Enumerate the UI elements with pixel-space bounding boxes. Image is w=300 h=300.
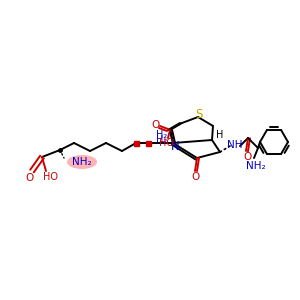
- Text: O: O: [25, 173, 33, 183]
- Text: HO: HO: [158, 138, 173, 148]
- Bar: [134, 140, 139, 146]
- Text: NH₂: NH₂: [72, 157, 92, 167]
- Text: NH: NH: [227, 140, 243, 150]
- Ellipse shape: [67, 155, 97, 169]
- Text: H: H: [216, 130, 224, 140]
- Text: S: S: [195, 107, 203, 121]
- Text: H₂: H₂: [156, 130, 168, 140]
- Text: O: O: [192, 172, 200, 182]
- Text: O: O: [243, 152, 251, 162]
- Text: NH₂: NH₂: [246, 161, 266, 171]
- Text: H₂: H₂: [156, 135, 168, 145]
- Text: N: N: [171, 140, 179, 154]
- Text: O: O: [152, 120, 160, 130]
- Text: HO: HO: [44, 172, 59, 182]
- Bar: [146, 140, 151, 146]
